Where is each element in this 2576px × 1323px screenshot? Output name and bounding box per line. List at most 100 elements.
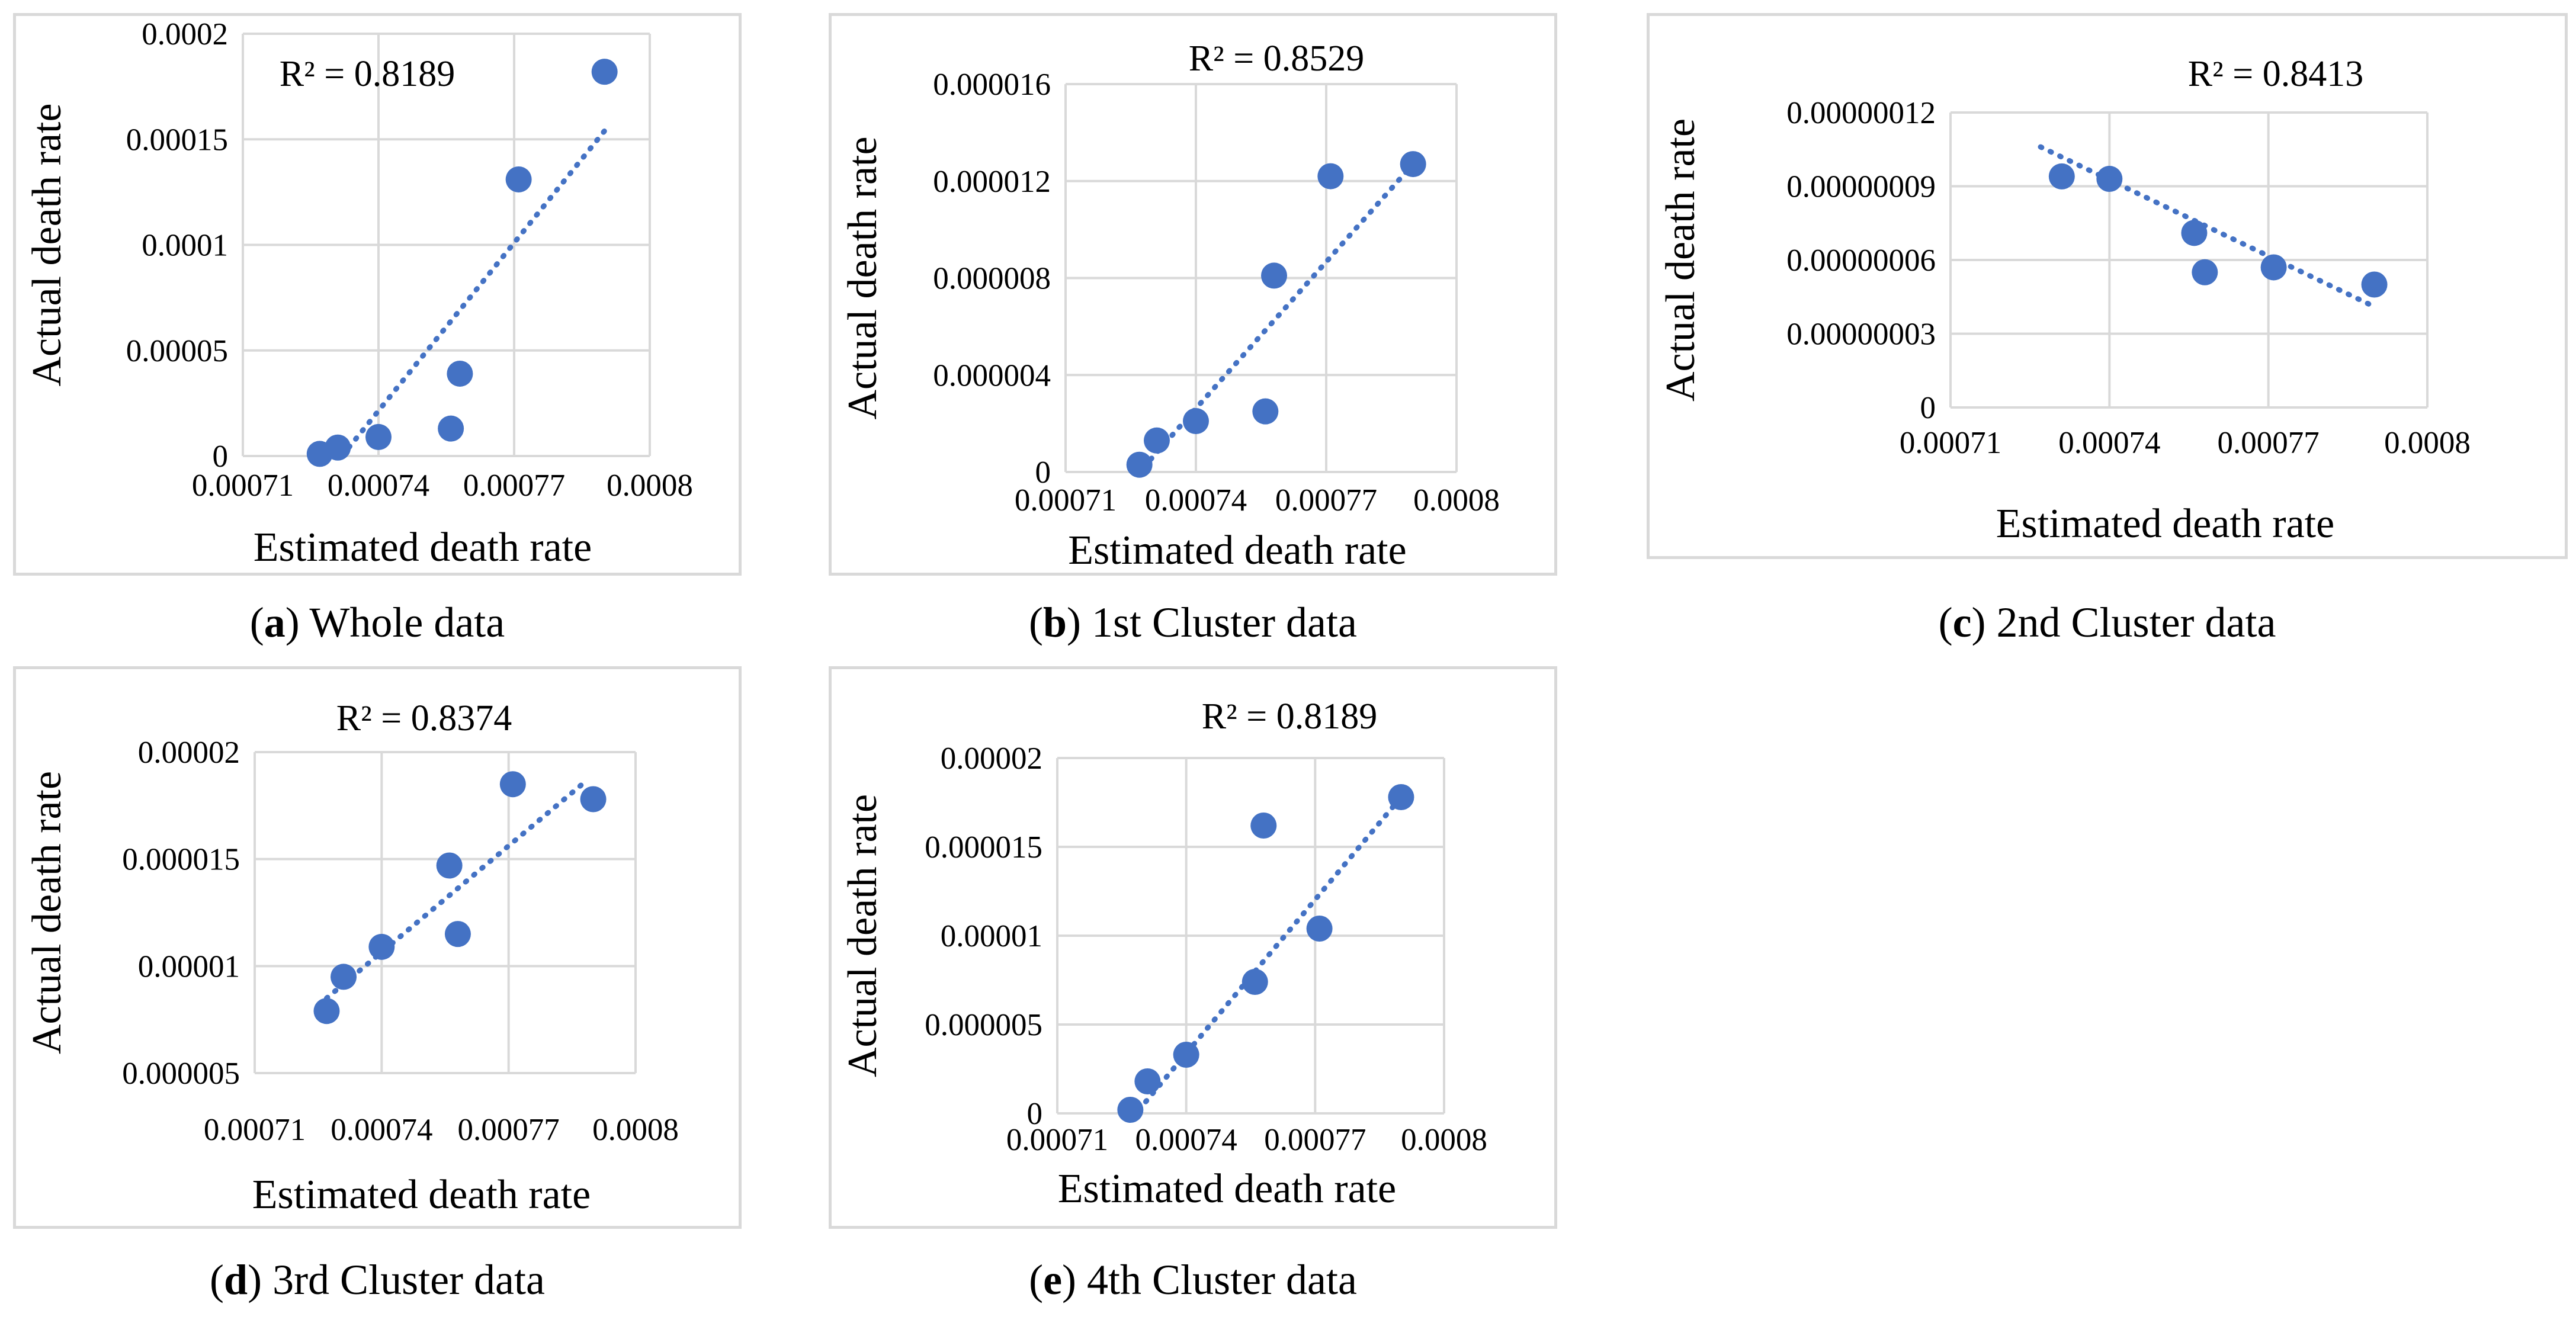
x-tick-label-3: 0.0008 (1401, 1123, 1487, 1157)
chart-svg-b: 0.00071 0.00074 0.00077 0.0008 0 0.000004 0.00… (840, 38, 1500, 573)
data-point-3 (1252, 398, 1279, 425)
x-tick-label-3: 0.0008 (1413, 483, 1500, 518)
x-tick-label-2: 0.00077 (458, 1113, 560, 1147)
x-tick-label-0: 0.00071 (1015, 483, 1117, 518)
data-point-3 (1242, 969, 1268, 995)
data-point-5 (1306, 916, 1333, 942)
caption-c: (c) 2nd Cluster data (1938, 599, 2276, 646)
y-axis-label: Actual death rate (840, 136, 886, 419)
caption-text-e: 4th Cluster data (1087, 1256, 1357, 1303)
data-point-1 (2096, 166, 2123, 192)
data-point-4 (2260, 254, 2287, 281)
r-squared-label: R² = 0.8189 (1202, 696, 1377, 737)
x-tick-label-1: 0.00074 (331, 1113, 432, 1147)
x-axis-label: Estimated death rate (252, 1172, 591, 1218)
y-tick-label-0: 0 (1920, 391, 1936, 425)
x-tick-label-0: 0.00071 (1900, 426, 2001, 460)
data-point-4 (444, 921, 471, 948)
trendline (1136, 794, 1404, 1113)
trendline (323, 779, 588, 1001)
data-point-1 (1144, 427, 1170, 454)
y-tick-label-1: 0.000005 (925, 1008, 1042, 1042)
x-axis-label: Estimated death rate (254, 525, 592, 570)
data-point-1 (325, 434, 351, 461)
r-squared-label: R² = 0.8529 (1189, 38, 1364, 79)
r-squared-label: R² = 0.8374 (336, 698, 512, 738)
x-tick-label-0: 0.00071 (1006, 1123, 1108, 1157)
y-tick-label-2: 0.000015 (122, 843, 240, 877)
y-axis-label: Actual death rate (840, 794, 886, 1077)
caption-letter-c: c (1952, 599, 1972, 646)
caption-a: (a) Whole data (249, 599, 505, 646)
caption-letter-b: b (1043, 599, 1067, 646)
data-point-5 (2361, 271, 2388, 298)
data-point-1 (331, 964, 357, 990)
data-point-0 (1117, 1097, 1144, 1123)
y-axis-label: Actual death rate (1658, 118, 1704, 402)
chart-panel-2nd-cluster: 0.00071 0.00074 0.00077 0.0008 0 0.00000003 0.… (1647, 13, 2568, 559)
data-point-6 (1400, 151, 1426, 178)
trendline (339, 128, 608, 458)
x-tick-label-3: 0.0008 (607, 468, 693, 503)
y-axis-label: Actual death rate (24, 103, 70, 386)
x-axis-label: Estimated death rate (1068, 528, 1406, 573)
caption-text-b: 1st Cluster data (1092, 599, 1357, 646)
caption-text-c: 2nd Cluster data (1996, 599, 2276, 646)
data-point-1 (1134, 1068, 1161, 1094)
y-tick-label-3: 0.00002 (138, 736, 240, 770)
x-tick-label-0: 0.00071 (192, 468, 294, 503)
y-tick-label-3: 0.000012 (933, 165, 1051, 199)
x-tick-label-1: 0.00074 (1135, 1123, 1237, 1157)
x-axis-label: Estimated death rate (1996, 501, 2334, 547)
chart-svg-c: 0.00071 0.00074 0.00077 0.0008 0 0.00000003 0.… (1658, 54, 2471, 547)
y-tick-label-2: 0.00001 (941, 919, 1042, 953)
y-tick-label-3: 0.000015 (925, 830, 1042, 865)
data-point-3 (2192, 259, 2218, 285)
y-tick-label-4: 0.0002 (142, 17, 228, 52)
data-point-4 (447, 360, 473, 387)
y-tick-label-2: 0.00000006 (1786, 243, 1936, 278)
y-tick-label-1: 0.00000003 (1786, 317, 1936, 352)
chart-panel-4th-cluster: 0.00071 0.00074 0.00077 0.0008 0 0.000005 0.00… (829, 666, 1557, 1229)
data-point-6 (580, 786, 607, 813)
data-point-5 (499, 771, 526, 798)
chart-svg-a: 0.00071 0.00074 0.00077 0.0008 0 0.00005 0.000… (24, 17, 693, 570)
data-point-2 (1183, 408, 1209, 435)
data-point-2 (2181, 220, 2208, 246)
chart-panel-3rd-cluster: 0.00071 0.00074 0.00077 0.0008 0.000005 0.000… (13, 666, 742, 1229)
caption-d: (d) 3rd Cluster data (210, 1256, 545, 1303)
data-point-3 (438, 415, 464, 442)
x-tick-label-2: 0.00077 (463, 468, 565, 503)
x-tick-label-1: 0.00074 (2058, 426, 2160, 460)
caption-letter-d: d (224, 1256, 248, 1303)
data-point-2 (1173, 1042, 1199, 1068)
caption-text-d: 3rd Cluster data (272, 1256, 545, 1303)
data-point-5 (1317, 163, 1344, 190)
y-tick-label-1: 0.00001 (138, 949, 240, 984)
caption-text-a: Whole data (309, 599, 505, 646)
data-point-2 (365, 423, 392, 450)
x-tick-label-2: 0.00077 (1264, 1123, 1366, 1157)
caption-letter-a: a (264, 599, 285, 646)
r-squared-label: R² = 0.8189 (280, 54, 455, 94)
data-point-2 (368, 933, 395, 960)
y-tick-label-0: 0.000005 (122, 1057, 240, 1091)
data-point-3 (436, 852, 463, 879)
y-tick-label-1: 0.000004 (933, 358, 1051, 393)
data-point-0 (1126, 451, 1153, 478)
data-point-6 (591, 59, 618, 85)
caption-e: (e) 4th Cluster data (1029, 1256, 1357, 1303)
x-tick-label-2: 0.00077 (1275, 483, 1377, 518)
data-point-4 (1261, 262, 1287, 289)
chart-panel-1st-cluster: 0.00071 0.00074 0.00077 0.0008 0 0.000004 0.00… (829, 13, 1557, 576)
data-point-6 (1388, 784, 1414, 810)
y-tick-label-0: 0 (213, 439, 229, 474)
x-tick-label-1: 0.00074 (328, 468, 429, 503)
y-tick-label-0: 0 (1027, 1097, 1043, 1131)
y-tick-label-3: 0.00015 (126, 123, 228, 157)
x-axis-label: Estimated death rate (1058, 1166, 1396, 1212)
r-squared-label: R² = 0.8413 (2188, 54, 2363, 94)
y-tick-label-2: 0.0001 (142, 229, 228, 263)
x-tick-label-2: 0.00077 (2218, 426, 2320, 460)
caption-b: (b) 1st Cluster data (1029, 599, 1357, 646)
